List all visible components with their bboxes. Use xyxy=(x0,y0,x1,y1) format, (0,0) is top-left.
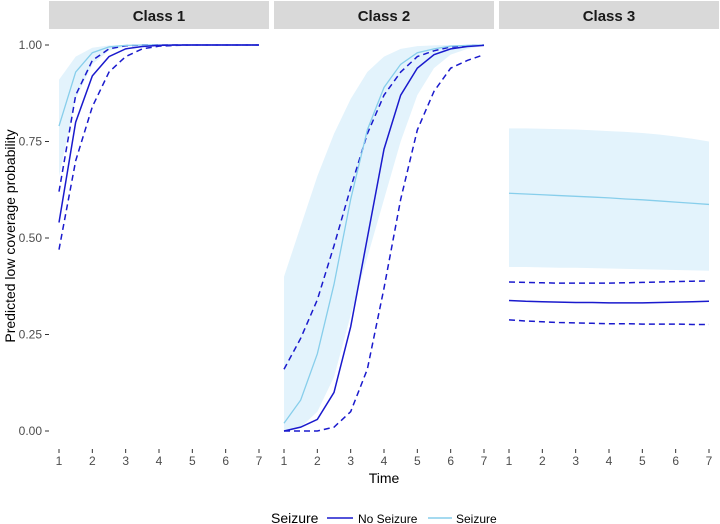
y-axis-title: Predicted low coverage probability xyxy=(2,129,18,342)
no-seizure-line xyxy=(508,299,710,304)
x-tick-label: 3 xyxy=(572,454,579,468)
panel-title: Class 3 xyxy=(583,8,636,25)
no-seizure-line xyxy=(58,44,259,223)
x-tick-label: 6 xyxy=(222,454,229,468)
x-tick-label: 3 xyxy=(122,454,129,468)
x-tick-label: 6 xyxy=(672,454,679,468)
x-tick-label: 1 xyxy=(56,454,63,468)
x-tick-label: 2 xyxy=(314,454,321,468)
seizure-ci-ribbon xyxy=(284,45,484,431)
x-tick-label: 6 xyxy=(447,454,454,468)
panel-3: Class 3 1 2 3 4 5 6 7 xyxy=(499,1,719,468)
panel-title: Class 2 xyxy=(358,8,411,25)
x-tick-label: 2 xyxy=(89,454,96,468)
panel-strip xyxy=(49,1,269,29)
x-tick-label: 1 xyxy=(506,454,513,468)
no-seizure-line xyxy=(283,44,485,432)
y-tick-label: 0.75 xyxy=(19,135,43,149)
seizure-line xyxy=(508,192,710,206)
x-tick-label: 5 xyxy=(639,454,646,468)
x-axis-title: Time xyxy=(369,470,400,486)
x-tick-label: 4 xyxy=(381,454,388,468)
panels-layer: Class 11 2 3 4 5 6 70.000.250.500.751.00Class … xyxy=(19,1,719,468)
x-tick-label: 4 xyxy=(156,454,163,468)
seizure-ci-ribbon xyxy=(509,128,709,271)
x-tick-label: 4 xyxy=(606,454,613,468)
y-tick-label: 1.00 xyxy=(19,38,43,52)
legend-title: Seizure xyxy=(271,510,319,524)
x-tick-label: 7 xyxy=(256,454,263,468)
no-seizure-lower-bound xyxy=(284,53,485,432)
legend-label-seizure: Seizure xyxy=(456,512,497,524)
panel-title: Class 1 xyxy=(133,8,186,25)
legend-label-no-seizure: No Seizure xyxy=(358,512,418,524)
legend: Seizure No Seizure Seizure xyxy=(271,510,497,524)
y-tick-label: 0.25 xyxy=(19,328,43,342)
y-tick-label: 0.50 xyxy=(19,231,43,245)
x-tick-label: 3 xyxy=(347,454,354,468)
no-seizure-lower-bound xyxy=(58,44,259,250)
no-seizure-upper-bound xyxy=(508,280,710,284)
seizure-line xyxy=(283,44,485,424)
x-tick-label: 1 xyxy=(281,454,288,468)
x-tick-label: 2 xyxy=(539,454,546,468)
x-tick-label: 7 xyxy=(481,454,488,468)
no-seizure-upper-bound xyxy=(283,44,485,370)
y-tick-label: 0.00 xyxy=(19,424,43,438)
seizure-ci-ribbon xyxy=(59,45,259,177)
no-seizure-lower-bound xyxy=(508,319,709,326)
x-tick-label: 5 xyxy=(189,454,196,468)
panel-1: Class 1 1 2 3 4 5 6 7 0.00 0.25 0.50 0.75 1.00 xyxy=(19,1,269,468)
panel-2: Class 2 1 2 3 4 5 6 7 xyxy=(274,1,494,468)
panel-strip xyxy=(499,1,719,29)
x-tick-label: 5 xyxy=(414,454,421,468)
x-tick-label: 7 xyxy=(706,454,713,468)
panel-strip xyxy=(274,1,494,29)
